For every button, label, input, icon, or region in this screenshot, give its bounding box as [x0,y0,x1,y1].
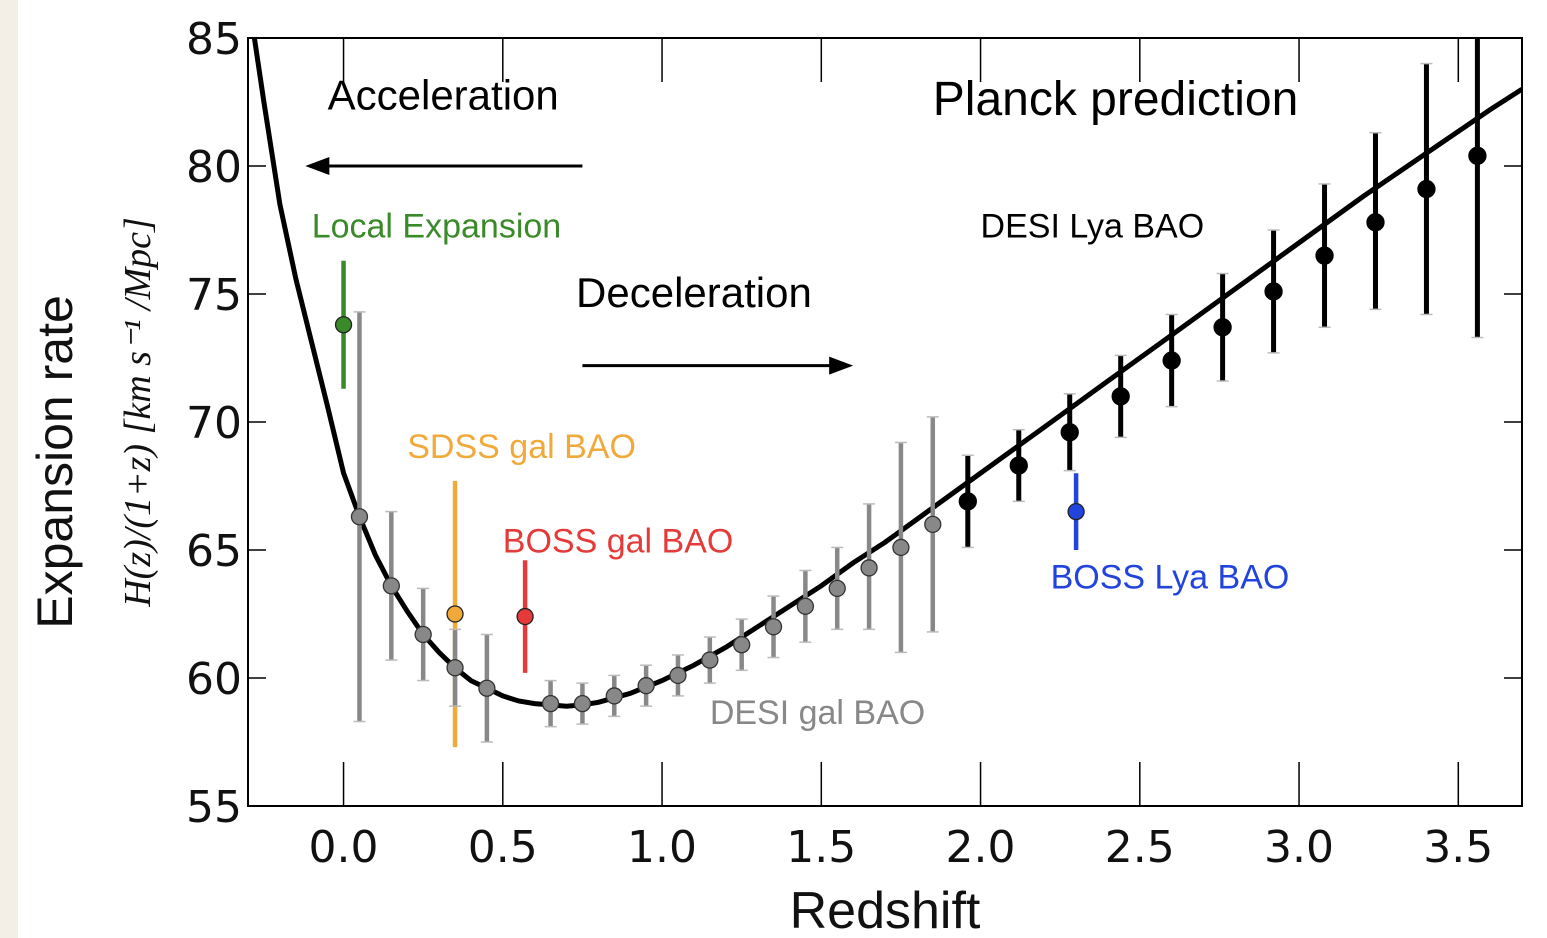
x-tick-label: 0.5 [468,822,538,873]
desi-gal-bao-marker [733,636,751,654]
annotation-layer: Acceleration Deceleration Planck predictio… [312,72,1299,732]
desi-lya-bao-marker [1009,456,1028,475]
desi-gal-bao-marker [892,538,910,557]
local-expansion-label: Local Expansion [312,208,562,246]
y-tick-label: 85 [186,14,242,65]
desi-lya-bao-marker [1060,423,1079,442]
boss-lya-bao-marker [1067,502,1085,521]
desi-gal-bao-marker [382,577,400,595]
y-tick-label: 65 [186,526,242,577]
desi-gal-bao-marker [860,559,878,577]
desi-lya-bao-marker [1162,351,1181,370]
sdss-gal-bao-marker [446,605,464,623]
boss-lya-bao-label: BOSS Lya BAO [1051,558,1290,596]
desi-lya-bao-marker [1468,146,1487,165]
errorbar-layer [341,38,1484,748]
model-curve-line [251,38,1522,709]
y-axis-title: Expansion rate [27,295,83,629]
x-tick-label: 3.5 [1423,822,1493,873]
desi-gal-bao-marker [478,679,496,697]
desi-gal-bao-marker [669,666,687,685]
y-axis-formula: H(z)/(1+z) [km s⁻¹ /Mpc] [117,217,159,608]
desi-lya-bao-marker [1366,213,1385,232]
sdss-gal-bao-label: SDSS gal BAO [407,428,636,466]
desi-gal-bao-marker [605,687,623,705]
desi-lya-bao-marker [1264,282,1283,301]
desi-lya-bao-marker [1111,387,1130,406]
desi-gal-bao-label: DESI gal BAO [710,694,925,732]
marker-layer [334,146,1487,713]
local-expansion-marker [334,316,353,334]
planck-prediction-label: Planck prediction [933,73,1299,126]
desi-gal-bao-marker [764,618,783,636]
x-tick-label: 0.0 [309,822,379,873]
deceleration-label: Deceleration [576,269,812,316]
deceleration-arrow-head [829,356,854,375]
desi-gal-bao-marker [446,659,464,677]
label-layer: Redshift Expansion rate H(z)/(1+z) [km s… [27,217,981,938]
desi-gal-bao-marker [350,508,369,526]
page-margin [0,0,18,938]
y-tick-label: 70 [186,398,242,449]
desi-lya-bao-label: DESI Lya BAO [981,208,1205,246]
y-tick-label: 55 [186,782,242,833]
desi-gal-bao-marker [414,625,432,644]
y-tick-label: 80 [186,142,242,193]
x-tick-label: 1.0 [627,822,697,873]
y-tick-label: 60 [186,654,242,705]
arrow-layer [305,157,854,375]
desi-lya-bao-marker [1315,246,1334,265]
desi-lya-bao-marker [958,492,977,511]
y-tick-label: 75 [186,270,242,321]
desi-gal-bao-marker [828,579,846,598]
desi-gal-bao-marker [541,694,560,713]
x-axis-title: Redshift [790,882,981,938]
ticks-layer: 0.0 0.5 1.0 1.5 2.0 2.5 3.0 3.5 55 60 65 70 75 80 85 [186,14,1522,873]
desi-gal-bao-marker [573,694,592,713]
boss-gal-bao-label: BOSS gal BAO [503,523,734,561]
desi-gal-bao-marker [701,651,719,669]
plot-frame [247,37,1523,807]
desi-gal-bao-marker [796,597,815,615]
acceleration-arrow-head [305,157,330,175]
desi-lya-bao-marker [1417,179,1436,199]
boss-gal-bao-marker [516,607,534,626]
desi-lya-bao-marker [1213,318,1232,337]
x-tick-label: 3.0 [1264,822,1334,873]
desi-gal-bao-marker [924,515,942,534]
x-tick-label: 2.5 [1105,822,1175,873]
desi-gal-bao-marker [637,677,655,695]
curve-layer [251,38,1522,709]
acceleration-label: Acceleration [328,72,559,119]
x-tick-label: 2.0 [946,822,1016,873]
x-tick-label: 1.5 [786,822,856,873]
